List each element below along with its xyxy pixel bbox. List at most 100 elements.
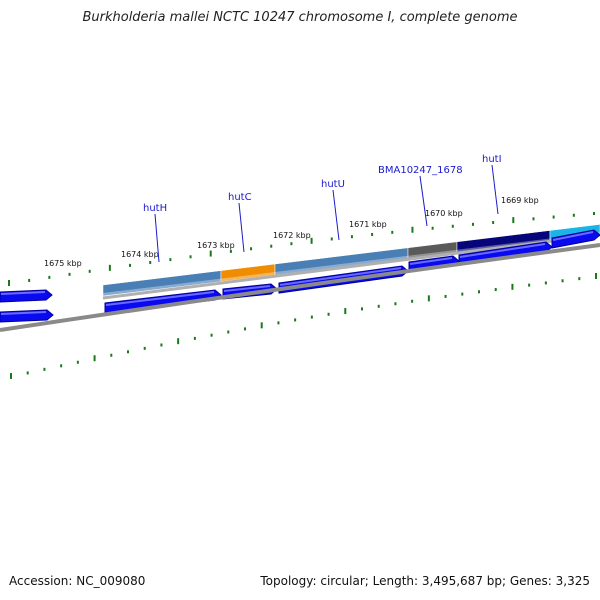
tick-mark <box>169 258 172 262</box>
gene-label[interactable]: hutH <box>143 203 167 214</box>
gene-label-leader <box>154 213 160 263</box>
tick-mark <box>210 333 213 337</box>
cds-arrow-highlight <box>409 257 453 265</box>
tick-mark <box>294 318 297 322</box>
cds-arrow-highlight <box>459 243 546 258</box>
tick-mark <box>350 235 353 239</box>
gene-label[interactable]: hutI <box>482 154 502 165</box>
tick-mark <box>28 278 31 282</box>
tick-mark <box>478 290 480 294</box>
kbp-tick-label: 1674 kbp <box>121 250 159 259</box>
tick-mark <box>361 307 363 311</box>
tick-mark <box>260 322 263 329</box>
tick-mark <box>149 260 152 264</box>
kbp-tick-label: 1675 kbp <box>44 259 82 268</box>
kbp-tick-label: 1673 kbp <box>197 241 235 250</box>
kbp-tick-labels: 1675 kbp 1674 kbp 1673 kbp 1672 kbp 1671 kbp… <box>44 196 539 268</box>
tick-mark <box>110 353 113 357</box>
tick-mark <box>431 226 434 230</box>
tick-mark <box>344 308 347 315</box>
cds-arrow-highlight <box>0 311 47 315</box>
map-title: Burkholderia mallei NCTC 10247 chromosom… <box>82 10 518 25</box>
tick-mark <box>451 224 454 228</box>
cds-arrow[interactable] <box>551 229 600 249</box>
tick-mark <box>595 273 597 279</box>
accession-text: Accession: NC_009080 <box>9 574 146 588</box>
tick-mark <box>160 343 163 347</box>
kbp-tick-label: 1669 kbp <box>501 196 539 205</box>
gene-labels: hutH hutC hutU BMA10247_1678 hutI <box>143 154 502 263</box>
tick-mark <box>371 232 374 236</box>
gene-label[interactable]: hutC <box>228 192 252 203</box>
tick-mark <box>129 263 132 267</box>
tick-mark <box>193 336 196 340</box>
cds-arrow-highlight <box>105 291 215 306</box>
tick-mark <box>127 350 129 354</box>
tick-mark <box>494 288 497 292</box>
tick-mark <box>108 264 111 271</box>
tick-mark <box>277 321 280 325</box>
tick-mark <box>512 217 515 224</box>
tick-mark <box>411 226 414 233</box>
tick-mark <box>93 355 96 362</box>
tick-mark <box>561 279 564 283</box>
tick-mark <box>310 315 313 319</box>
tick-mark <box>310 237 313 244</box>
tick-mark <box>26 371 29 375</box>
tick-mark <box>229 249 232 253</box>
tick-mark <box>143 346 146 350</box>
tick-mark <box>10 373 12 379</box>
cds-arrow-highlight <box>279 267 402 286</box>
gene-segment-highlight <box>221 272 275 282</box>
tick-mark <box>578 277 581 281</box>
tick-mark <box>250 247 253 251</box>
tick-mark <box>189 255 192 259</box>
gene-label-leader <box>332 189 340 241</box>
tick-mark <box>209 250 212 257</box>
gene-feature-band <box>102 224 600 300</box>
chromosome-backbone <box>0 243 600 332</box>
tick-mark <box>177 338 180 345</box>
gene-label-leader <box>419 175 428 227</box>
tick-mark <box>528 283 531 287</box>
cds-arrow-highlight <box>552 231 594 241</box>
tick-mark <box>8 280 10 286</box>
tick-mark <box>60 364 63 368</box>
tick-mark <box>377 304 380 308</box>
gene-label-leader <box>491 164 499 215</box>
kbp-tick-label: 1672 kbp <box>273 231 311 240</box>
tick-mark <box>327 312 330 316</box>
tick-mark <box>394 302 397 306</box>
gene-segment-highlight <box>103 278 221 296</box>
kbp-tick-label: 1671 kbp <box>349 220 387 229</box>
tick-mark <box>544 281 547 285</box>
tick-mark <box>461 292 464 296</box>
tick-mark <box>444 294 447 298</box>
tick-mark <box>411 299 414 303</box>
inner-tick-row <box>10 273 597 379</box>
tick-mark <box>244 327 246 331</box>
tick-mark <box>270 244 273 248</box>
tick-mark <box>76 360 79 364</box>
gene-label-leader <box>238 202 245 253</box>
tick-mark <box>290 242 293 246</box>
outer-tick-row <box>8 212 595 286</box>
tick-mark <box>43 367 46 371</box>
gene-segment-highlight <box>275 255 408 276</box>
tick-mark <box>532 217 535 221</box>
tick-mark <box>492 220 495 224</box>
cds-arrow-highlight <box>223 285 271 292</box>
tick-mark <box>88 269 91 273</box>
tick-mark <box>471 222 474 226</box>
tick-mark <box>330 237 333 241</box>
tick-mark <box>572 213 575 217</box>
tick-mark <box>48 275 51 279</box>
tick-mark <box>511 283 514 290</box>
kbp-tick-label: 1670 kbp <box>425 209 463 218</box>
tick-mark <box>427 295 430 302</box>
gene-label[interactable]: BMA10247_1678 <box>378 165 463 176</box>
feature-band-underline <box>102 233 600 300</box>
tick-mark <box>227 330 230 334</box>
gene-label[interactable]: hutU <box>321 179 345 190</box>
